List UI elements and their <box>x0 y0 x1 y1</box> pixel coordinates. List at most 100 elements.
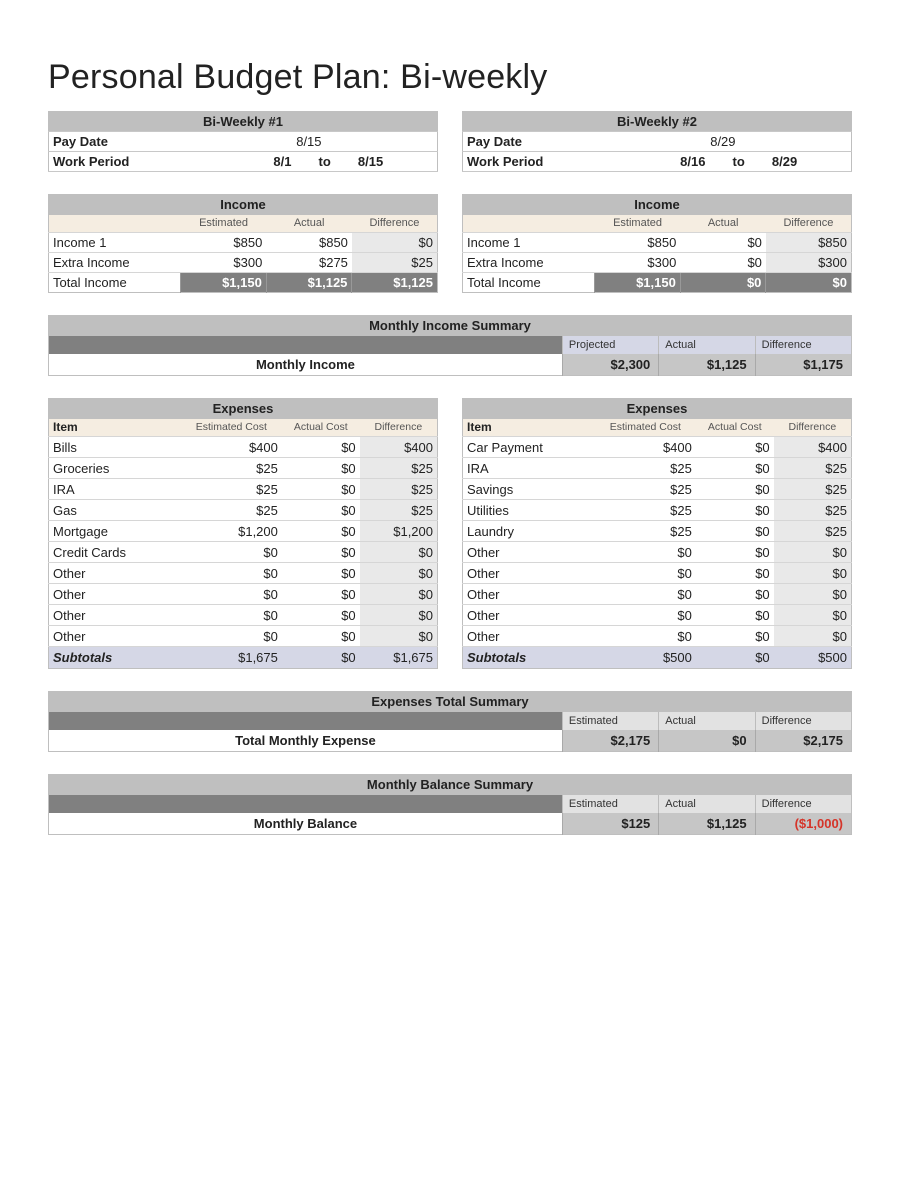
expense-row-diff: $0 <box>360 584 438 605</box>
expense-row-diff: $0 <box>774 626 852 647</box>
expense-row-act: $0 <box>696 584 774 605</box>
expense-row: Gas $25 $0 $25 <box>49 500 438 521</box>
expenses2-subtotal-diff: $500 <box>774 647 852 669</box>
period2-title: Bi-Weekly #2 <box>463 112 852 132</box>
expense-row-name: Other <box>49 584 181 605</box>
expense-row: Other $0 $0 $0 <box>49 563 438 584</box>
expense-row-act: $0 <box>696 458 774 479</box>
expense-row-act: $0 <box>696 626 774 647</box>
expense-row: Bills $400 $0 $400 <box>49 437 438 458</box>
expenses2-col-item: Item <box>463 419 595 437</box>
income2-total-diff: $0 <box>766 273 852 293</box>
expense-row-act: $0 <box>696 500 774 521</box>
income2-col-diff: Difference <box>766 215 852 233</box>
mbs-val-est: $125 <box>562 813 658 835</box>
expense-row-diff: $0 <box>360 542 438 563</box>
mbs-col-diff: Difference <box>755 795 851 813</box>
ets-val-est: $2,175 <box>562 730 658 752</box>
monthly-income-summary: Monthly Income Summary Projected Actual … <box>48 315 852 376</box>
expenses1-subtotal-diff: $1,675 <box>360 647 438 669</box>
expenses2-col-est: Estimated Cost <box>595 419 696 437</box>
expense-row-act: $0 <box>282 626 360 647</box>
expense-row-est: $25 <box>181 479 282 500</box>
expenses1-col-est: Estimated Cost <box>181 419 282 437</box>
income-row-est: $300 <box>595 253 681 273</box>
expense-row-diff: $25 <box>360 458 438 479</box>
period1-workperiod-label: Work Period <box>49 152 181 172</box>
expenses2-body: Car Payment $400 $0 $400 IRA $25 $0 $25 … <box>463 437 852 647</box>
income-row-name: Extra Income <box>49 253 181 273</box>
expense-row: Savings $25 $0 $25 <box>463 479 852 500</box>
income-row-est: $850 <box>181 233 267 253</box>
expense-row-act: $0 <box>696 521 774 542</box>
income-row: Extra Income $300 $275 $25 <box>49 253 438 273</box>
income2-body: Income 1 $850 $0 $850 Extra Income $300 … <box>463 233 852 273</box>
expense-row-name: Laundry <box>463 521 595 542</box>
expense-row-name: Savings <box>463 479 595 500</box>
expense-row: Other $0 $0 $0 <box>49 584 438 605</box>
expense-row-est: $0 <box>181 584 282 605</box>
expense-row-est: $0 <box>595 626 696 647</box>
period1-header-table: Bi-Weekly #1 Pay Date 8/15 Work Period 8… <box>48 111 438 172</box>
expenses2-table: Expenses Item Estimated Cost Actual Cost… <box>462 398 852 669</box>
income1-total-act: $1,125 <box>266 273 352 293</box>
income-row-act: $850 <box>266 233 352 253</box>
monthly-balance-summary: Monthly Balance Summary Estimated Actual… <box>48 774 852 835</box>
mis-col-proj: Projected <box>562 336 658 354</box>
expenses2-subtotal-label: Subtotals <box>463 647 595 669</box>
expense-row-est: $0 <box>595 542 696 563</box>
expense-row: Other $0 $0 $0 <box>49 605 438 626</box>
income1-total-est: $1,150 <box>181 273 267 293</box>
expense-row-name: Car Payment <box>463 437 595 458</box>
expense-row: Utilities $25 $0 $25 <box>463 500 852 521</box>
income2-total-act: $0 <box>680 273 766 293</box>
income1-col-act: Actual <box>266 215 352 233</box>
period2-paydate-label: Pay Date <box>463 132 595 152</box>
expense-row-act: $0 <box>696 605 774 626</box>
mis-val-diff: $1,175 <box>755 354 851 376</box>
period1-work-end: 8/15 <box>352 152 399 172</box>
period1-title: Bi-Weekly #1 <box>49 112 438 132</box>
income2-total-label: Total Income <box>463 273 595 293</box>
period2-workperiod-label: Work Period <box>463 152 595 172</box>
income2-total-est: $1,150 <box>595 273 681 293</box>
income-row-name: Income 1 <box>463 233 595 253</box>
expense-row-act: $0 <box>696 437 774 458</box>
expense-row-diff: $25 <box>360 500 438 521</box>
income-row-est: $300 <box>181 253 267 273</box>
expense-row-est: $0 <box>595 584 696 605</box>
expense-row-diff: $25 <box>774 458 852 479</box>
period1-paydate-label: Pay Date <box>49 132 181 152</box>
expense-row-diff: $0 <box>774 542 852 563</box>
expense-row-est: $400 <box>595 437 696 458</box>
expense-row-name: IRA <box>463 458 595 479</box>
income-row-est: $850 <box>595 233 681 253</box>
expense-row-est: $1,200 <box>181 521 282 542</box>
expense-row-diff: $25 <box>774 521 852 542</box>
expense-row-est: $0 <box>181 605 282 626</box>
income-row: Income 1 $850 $0 $850 <box>463 233 852 253</box>
expense-row-est: $25 <box>595 521 696 542</box>
expense-row-diff: $25 <box>774 479 852 500</box>
expense-row: Groceries $25 $0 $25 <box>49 458 438 479</box>
expense-row-name: Mortgage <box>49 521 181 542</box>
expense-row-act: $0 <box>282 458 360 479</box>
income2-col-est: Estimated <box>595 215 681 233</box>
expense-row-diff: $0 <box>360 605 438 626</box>
period2-header-table: Bi-Weekly #2 Pay Date 8/29 Work Period 8… <box>462 111 852 172</box>
expense-row-est: $25 <box>181 458 282 479</box>
period2-work-end: 8/29 <box>766 152 813 172</box>
income1-title: Income <box>49 195 438 215</box>
expense-row: IRA $25 $0 $25 <box>49 479 438 500</box>
income2-col-act: Actual <box>680 215 766 233</box>
mbs-col-est: Estimated <box>562 795 658 813</box>
expenses2-col-act: Actual Cost <box>696 419 774 437</box>
expense-row: Other $0 $0 $0 <box>463 584 852 605</box>
expense-row-diff: $0 <box>774 605 852 626</box>
income1-col-diff: Difference <box>352 215 438 233</box>
expense-row-name: Groceries <box>49 458 181 479</box>
mbs-col-act: Actual <box>659 795 755 813</box>
expenses-total-summary: Expenses Total Summary Estimated Actual … <box>48 691 852 752</box>
expense-row-name: Other <box>463 563 595 584</box>
expense-row-est: $0 <box>181 563 282 584</box>
